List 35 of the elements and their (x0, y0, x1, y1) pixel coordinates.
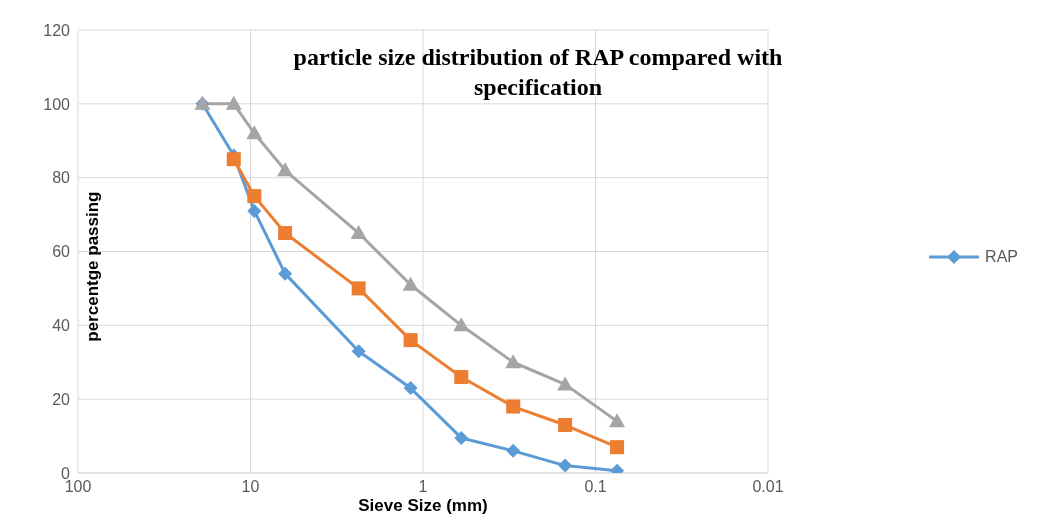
point (558, 418, 573, 433)
y-tick-label: 100 (43, 95, 71, 113)
point (454, 430, 469, 445)
point (247, 203, 262, 218)
point (609, 413, 626, 428)
point (403, 381, 418, 396)
text: particle size distribution of RAP compared with specification (292, 43, 784, 102)
point (506, 443, 521, 458)
x-tick-label: 10 (241, 478, 260, 496)
y-tick-label: 80 (52, 169, 71, 187)
point (247, 189, 262, 204)
point (610, 440, 625, 455)
legend-label: RAP (985, 248, 1018, 266)
point (453, 317, 470, 332)
point (402, 276, 419, 291)
y-tick-label: 60 (52, 243, 71, 261)
point (403, 333, 418, 348)
point (350, 225, 367, 240)
x-axis-title: Sieve Size (mm) (358, 496, 488, 515)
point (351, 344, 366, 359)
x-tick-label: 0.1 (584, 478, 607, 496)
y-tick-label: 120 (43, 21, 71, 39)
point (246, 125, 263, 140)
y-tick-label: 20 (52, 390, 71, 408)
point (505, 354, 522, 369)
point (454, 370, 469, 385)
point (557, 376, 574, 391)
point (506, 399, 521, 414)
point (558, 458, 573, 473)
x-tick-label: 1 (418, 478, 428, 496)
point (351, 281, 366, 296)
y-axis-title: percentge passing (83, 191, 103, 342)
x-tick-label: 0.01 (752, 478, 784, 496)
x-tick-label: 100 (64, 478, 92, 496)
y-tick-label: 40 (52, 317, 71, 335)
